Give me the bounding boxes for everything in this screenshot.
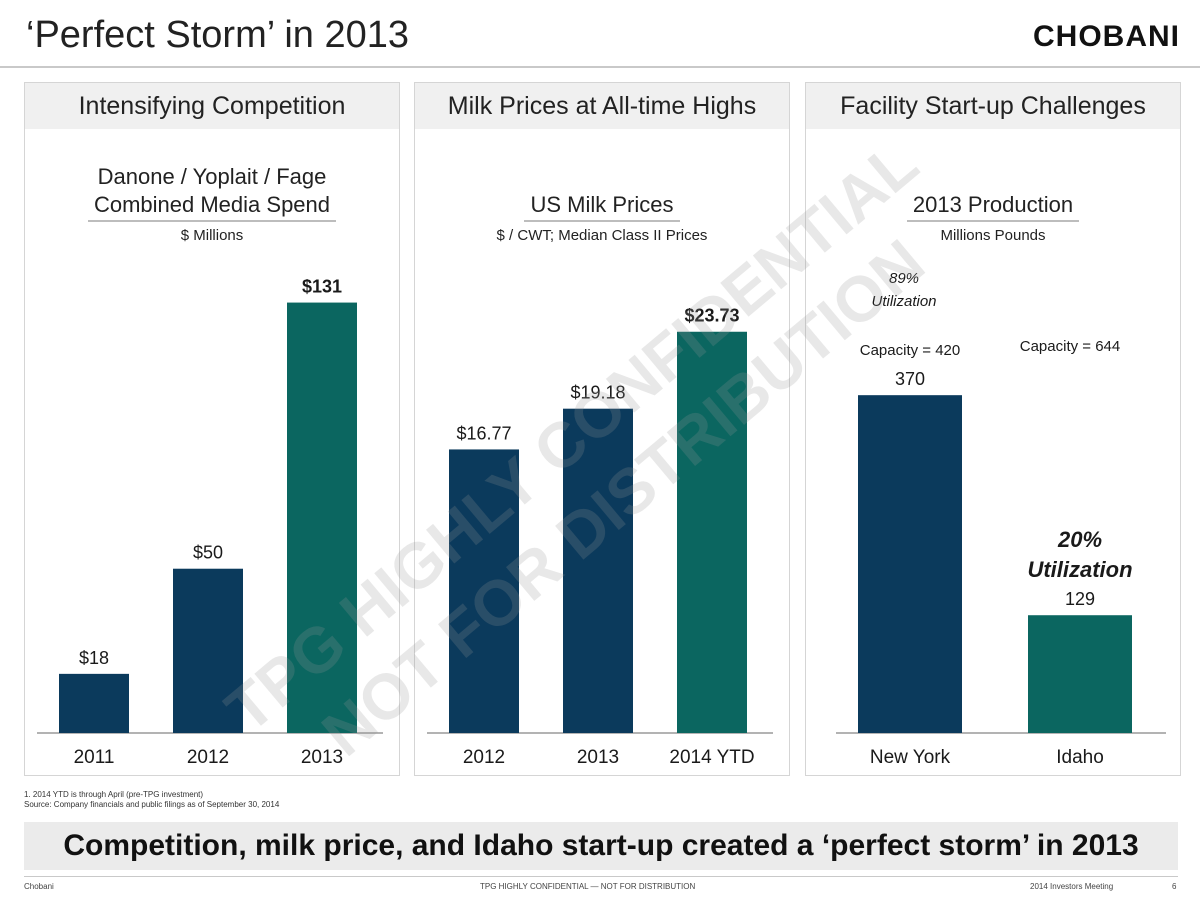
chart-unit: $ / CWT; Median Class II Prices [496, 227, 708, 244]
brand-logo: CHOBANI [1033, 20, 1180, 53]
footer-meeting: 2014 Investors Meeting [1030, 882, 1114, 891]
footer-confidential: TPG HIGHLY CONFIDENTIAL — NOT FOR DISTRI… [480, 882, 696, 891]
panel-heading: Facility Start-up Challenges [806, 83, 1180, 129]
conclusion-banner: Competition, milk price, and Idaho start… [24, 822, 1178, 870]
bar-2012 [449, 449, 519, 733]
footer-divider [24, 876, 1178, 877]
chart-title-line1: Danone / Yoplait / Fage [97, 164, 327, 189]
chart-title-line2: 2013 Production [906, 191, 1080, 222]
capacity-label: Capacity = 644 [1020, 338, 1120, 355]
category-label: 2013 [577, 747, 619, 768]
bar-2014-ytd [677, 331, 747, 733]
footnote-source: Source: Company financials and public fi… [24, 800, 280, 809]
data-label: $18 [79, 648, 109, 668]
chart-unit: $ Millions [180, 227, 244, 244]
data-label: 370 [895, 369, 925, 389]
category-label: 2011 [74, 747, 115, 768]
bar-2013 [287, 302, 357, 733]
utilization-label: Utilization [871, 293, 936, 310]
data-label: $23.73 [684, 306, 739, 326]
panel-heading: Milk Prices at All-time Highs [415, 83, 789, 129]
production-chart: 370 New York 129 Idaho Capacity = 420 89% Util… [836, 270, 1166, 768]
page-number: 6 [1172, 882, 1177, 891]
bar-2011 [59, 673, 129, 733]
data-label: $19.18 [570, 383, 625, 403]
chart-title-line2: US Milk Prices [524, 191, 680, 222]
data-label: $50 [193, 543, 223, 563]
milk-prices-chart: $16.77 2012 $19.18 2013 $23.73 2014 YTD [427, 306, 773, 768]
bar-new-york [858, 395, 962, 733]
utilization-pct: 89% [889, 270, 919, 287]
category-label: 2012 [187, 747, 229, 768]
chart-title: US Milk Prices [415, 191, 789, 222]
panel-competition: Intensifying Competition Danone / Yoplai… [24, 82, 400, 776]
utilization-pct: 20% [1057, 527, 1102, 552]
panel-heading: Intensifying Competition [25, 83, 399, 129]
chart-title: Combined Media Spend [25, 191, 399, 222]
data-label: 129 [1065, 589, 1095, 609]
category-label: 2012 [463, 747, 505, 768]
category-label: Idaho [1056, 747, 1104, 768]
chart-title-line2: Combined Media Spend [87, 191, 337, 222]
panel-facility: Facility Start-up Challenges 2013 Produc… [805, 82, 1181, 776]
category-label: 2013 [301, 747, 343, 768]
bar-2013 [563, 408, 633, 733]
title-divider [0, 66, 1200, 68]
data-label: $16.77 [456, 423, 511, 443]
bar-idaho [1028, 615, 1132, 733]
category-label: 2014 YTD [669, 747, 754, 768]
chart-title: 2013 Production [806, 191, 1180, 222]
capacity-label: Capacity = 420 [860, 342, 960, 359]
chart-unit: Millions Pounds [940, 227, 1046, 244]
data-label: $131 [302, 277, 342, 297]
slide-title: ‘Perfect Storm’ in 2013 [26, 14, 409, 56]
utilization-label: Utilization [1027, 557, 1132, 582]
panel-milk-prices: Milk Prices at All-time Highs US Milk Pr… [414, 82, 790, 776]
footnotes: 1. 2014 YTD is through April (pre-TPG in… [24, 790, 279, 810]
category-label: New York [870, 747, 951, 768]
footnote-ytd: 1. 2014 YTD is through April (pre-TPG in… [24, 790, 204, 799]
bar-2012 [173, 568, 243, 733]
media-spend-chart: $18 2011 $50 2012 $131 2013 [37, 277, 383, 768]
footer-company: Chobani [24, 882, 54, 891]
